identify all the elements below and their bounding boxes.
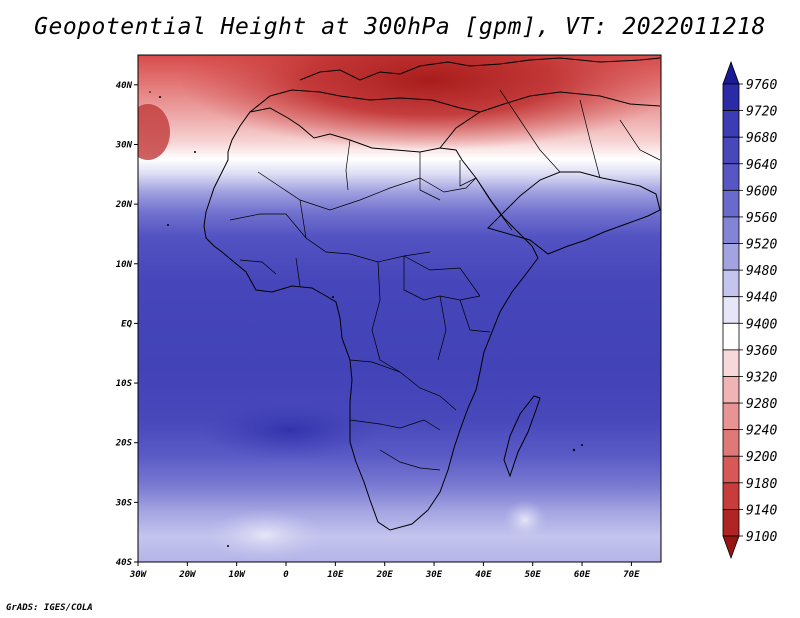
lon-tick-label: 50E bbox=[525, 570, 542, 580]
lon-tick-label: 40E bbox=[475, 570, 492, 580]
colorbar-label: 9640 bbox=[746, 158, 777, 173]
lon-tick-label: 20W bbox=[178, 570, 197, 580]
lat-tick-label: 10N bbox=[116, 260, 133, 270]
colorbar-label: 9440 bbox=[746, 291, 777, 306]
colorbar-label: 9100 bbox=[746, 530, 777, 545]
lon-tick-label: 70E bbox=[623, 570, 640, 580]
map-plot-area bbox=[138, 55, 661, 562]
colorbar-label: 9280 bbox=[746, 397, 777, 412]
colorbar-label: 9520 bbox=[746, 238, 777, 253]
colorbar-swatch bbox=[722, 243, 740, 271]
colorbar-swatch bbox=[722, 189, 740, 218]
colorbar-label: 9180 bbox=[746, 477, 777, 492]
colorbar-label: 9720 bbox=[746, 105, 777, 120]
colorbar-label: 9560 bbox=[746, 211, 777, 226]
light-region-southeast bbox=[503, 500, 547, 540]
islands bbox=[149, 91, 583, 547]
colorbar-swatch bbox=[722, 376, 740, 404]
colorbar-swatch bbox=[722, 110, 740, 138]
colorbar-label: 9400 bbox=[746, 317, 777, 332]
colorbar-swatch bbox=[722, 163, 740, 191]
colorbar-swatch bbox=[722, 509, 740, 537]
colorbar-swatch bbox=[722, 83, 740, 111]
lon-tick-label: 10E bbox=[327, 570, 344, 580]
colorbar-label: 9240 bbox=[746, 424, 777, 439]
lat-tick-label: 20N bbox=[115, 200, 133, 210]
colorbar-label: 9480 bbox=[746, 264, 777, 279]
colorbar-swatch bbox=[722, 216, 740, 244]
colorbar-swatch bbox=[722, 136, 740, 165]
colorbar-swatch bbox=[722, 429, 740, 457]
lat-tick-label: 10S bbox=[116, 379, 133, 389]
colorbar-swatch bbox=[722, 482, 740, 510]
credit-label: GrADS: IGES/COLA bbox=[6, 603, 93, 613]
light-region-south bbox=[205, 509, 325, 561]
lat-tick-label: 30S bbox=[115, 498, 133, 508]
colorbar-label: 9320 bbox=[746, 370, 777, 385]
colorbar: 9760 9720 9680 9640 9600 9560 9520 9480 9440 9400… bbox=[722, 60, 777, 560]
low-region-west bbox=[138, 104, 170, 160]
colorbar-label: 9360 bbox=[746, 344, 777, 359]
lon-tick-label: 10W bbox=[229, 570, 247, 580]
colorbar-top-arrow bbox=[722, 60, 740, 85]
lat-tick-label: 20S bbox=[115, 439, 133, 449]
lon-tick-label: 60E bbox=[574, 570, 591, 580]
lat-tick-label: 40N bbox=[116, 81, 133, 91]
lon-tick-label: 20E bbox=[376, 570, 394, 580]
lat-axis: 40N 30N 20N 10N EQ 10S 20S 30S 40S bbox=[115, 81, 138, 568]
colorbar-swatch bbox=[722, 296, 740, 324]
colorbar-swatch bbox=[722, 322, 740, 351]
lat-tick-label: 30N bbox=[115, 140, 133, 150]
ridge-high-region bbox=[180, 55, 661, 150]
country-borders bbox=[229, 89, 661, 471]
colorbar-label: 9600 bbox=[746, 184, 777, 199]
colorbar-swatch bbox=[722, 349, 740, 377]
colorbar-swatch bbox=[722, 402, 740, 431]
lat-tick-label: EQ bbox=[121, 319, 132, 329]
lon-tick-label: 0 bbox=[283, 570, 289, 580]
map-frame bbox=[137, 54, 662, 563]
coastlines bbox=[203, 57, 661, 531]
deep-blue-region bbox=[200, 400, 380, 460]
colorbar-label: 9760 bbox=[746, 78, 777, 93]
colorbar-bottom-arrow bbox=[722, 535, 740, 560]
lat-tick-label: 40S bbox=[116, 558, 133, 568]
colorbar-label: 9140 bbox=[746, 503, 777, 518]
lon-tick-label: 30W bbox=[129, 570, 148, 580]
colorbar-label: 9200 bbox=[746, 450, 777, 465]
colorbar-label: 9680 bbox=[746, 131, 777, 146]
colorbar-swatch bbox=[722, 455, 740, 484]
lon-axis: 30W 20W 10W 0 10E 20E 30E 40E 50E 60E 70E bbox=[129, 562, 640, 580]
colorbar-swatch bbox=[722, 269, 740, 298]
lon-tick-label: 30E bbox=[425, 570, 443, 580]
chart-title: Geopotential Height at 300hPa [gpm], VT:… bbox=[34, 14, 766, 40]
